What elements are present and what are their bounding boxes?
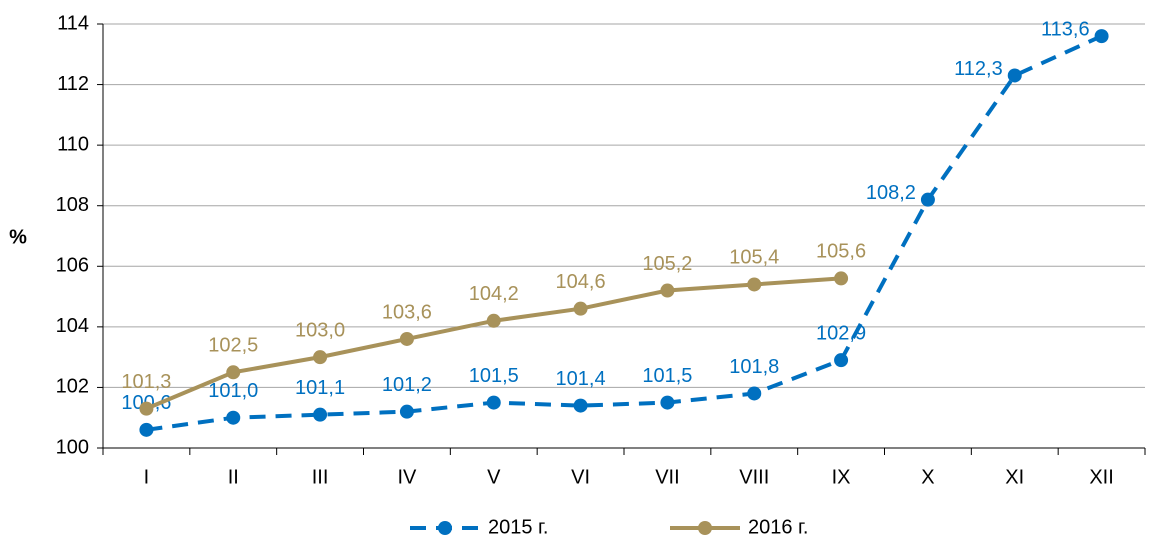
point [226, 410, 241, 425]
point [1094, 29, 1109, 44]
point [399, 404, 414, 419]
data-label: 102,9 [816, 322, 866, 344]
x-tick-label: X [921, 466, 934, 488]
point [399, 331, 414, 346]
legend-label: 2016 г. [748, 516, 808, 538]
legend-label: 2015 г. [488, 516, 548, 538]
y-tick-label: 104 [56, 315, 89, 337]
y-tick-label: 102 [56, 376, 89, 398]
data-label: 105,6 [816, 241, 866, 263]
data-label: 101,2 [382, 374, 432, 396]
y-tick-label: 108 [56, 194, 89, 216]
x-tick-label: VII [655, 466, 679, 488]
y-tick-label: 114 [57, 12, 89, 34]
x-tick-label: XI [1005, 466, 1024, 488]
point [747, 386, 762, 401]
data-label: 101,1 [295, 377, 345, 399]
series-line [146, 34, 1103, 432]
point [660, 395, 675, 410]
data-label: 102,5 [208, 335, 258, 357]
legend-marker [438, 521, 452, 535]
data-label: 101,8 [729, 356, 779, 378]
data-label: 105,2 [642, 253, 692, 275]
x-tick-label: VIII [739, 466, 769, 488]
y-tick-label: 110 [57, 133, 89, 155]
x-tick-label: IV [397, 466, 417, 488]
legend-marker [698, 521, 712, 535]
y-axis-label: % [9, 226, 27, 248]
x-tick-label: VI [571, 466, 590, 488]
x-tick-label: III [312, 466, 329, 488]
point [573, 398, 588, 413]
data-label: 101,4 [556, 368, 606, 390]
point [226, 365, 241, 380]
data-label: 108,2 [866, 182, 916, 204]
data-label: 104,6 [556, 271, 606, 293]
data-label: 105,4 [729, 247, 779, 269]
y-tick-label: 100 [56, 436, 89, 458]
data-label: 103,0 [295, 319, 345, 341]
point [920, 192, 935, 207]
x-tick-label: IX [832, 466, 851, 488]
data-label: 101,3 [121, 371, 171, 393]
point [486, 313, 501, 328]
x-tick-label: I [144, 466, 150, 488]
point [486, 395, 501, 410]
point [747, 277, 762, 292]
data-label: 101,5 [469, 365, 519, 387]
x-tick-label: XII [1089, 466, 1113, 488]
point [1007, 68, 1022, 83]
point [834, 353, 849, 368]
data-label: 113,6 [1041, 18, 1090, 40]
data-label: 103,6 [382, 301, 432, 323]
point [660, 283, 675, 298]
x-tick-label: V [487, 466, 501, 488]
data-label: 101,5 [642, 365, 692, 387]
point [313, 350, 328, 365]
point [139, 422, 154, 437]
data-label: 101,0 [208, 380, 258, 402]
y-tick-label: 106 [56, 255, 89, 277]
point [573, 301, 588, 316]
x-tick-label: II [228, 466, 239, 488]
data-label: 104,2 [469, 283, 519, 305]
data-label: 112,3 [954, 58, 1003, 80]
point [139, 401, 154, 416]
y-tick-label: 112 [57, 73, 89, 95]
point [313, 407, 328, 422]
point [834, 271, 849, 286]
